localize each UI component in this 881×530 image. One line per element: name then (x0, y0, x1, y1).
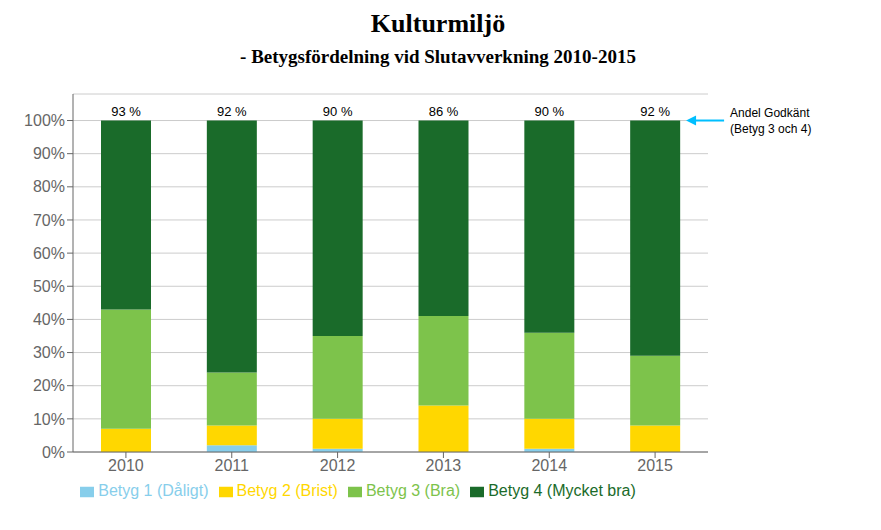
html-text:- Betygsfördelning vid Slutavv: - Betygsfördelning vid Slutavverkning 20… (240, 46, 636, 67)
html-text:Betyg 3 (Bra): Betyg 3 (Bra) (365, 482, 461, 499)
svg-text:(Betyg 3 och 4): (Betyg 3 och 4) (730, 122, 811, 136)
svg-text:93 %: 93 % (111, 104, 141, 119)
svg-text:30%: 30% (33, 344, 65, 361)
svg-text:50%: 50% (33, 278, 65, 295)
svg-text:2013: 2013 (426, 457, 462, 474)
svg-text:2015: 2015 (637, 457, 673, 474)
svg-text:Andel Godkänt: Andel Godkänt (730, 106, 810, 120)
svg-text:80%: 80% (33, 178, 65, 195)
svg-text:40%: 40% (33, 311, 65, 328)
svg-text:100%: 100% (24, 112, 65, 129)
svg-text:10%: 10% (33, 411, 65, 428)
svg-text:60%: 60% (33, 245, 65, 262)
html-text:Kulturmiljö: Kulturmiljö (370, 9, 506, 38)
svg-text:90 %: 90 % (535, 104, 565, 119)
svg-text:92 %: 92 % (640, 104, 670, 119)
svg-text:90 %: 90 % (323, 104, 353, 119)
svg-text:2011: 2011 (215, 457, 250, 474)
svg-text:90%: 90% (33, 145, 65, 162)
svg-text:2012: 2012 (320, 457, 356, 474)
svg-text:92 %: 92 % (217, 104, 247, 119)
html-text:Betyg 1 (Dåligt): Betyg 1 (Dåligt) (98, 482, 209, 499)
svg-text:70%: 70% (33, 212, 65, 229)
html-text:Betyg 2 (Brist): Betyg 2 (Brist) (236, 482, 338, 499)
svg-text:20%: 20% (33, 377, 65, 394)
html-text:Betyg 4 (Mycket bra): Betyg 4 (Mycket bra) (488, 482, 636, 499)
svg-text:2014: 2014 (531, 457, 567, 474)
svg-text:86 %: 86 % (429, 104, 459, 119)
svg-text:2010: 2010 (108, 457, 144, 474)
svg-text:0%: 0% (42, 444, 65, 461)
